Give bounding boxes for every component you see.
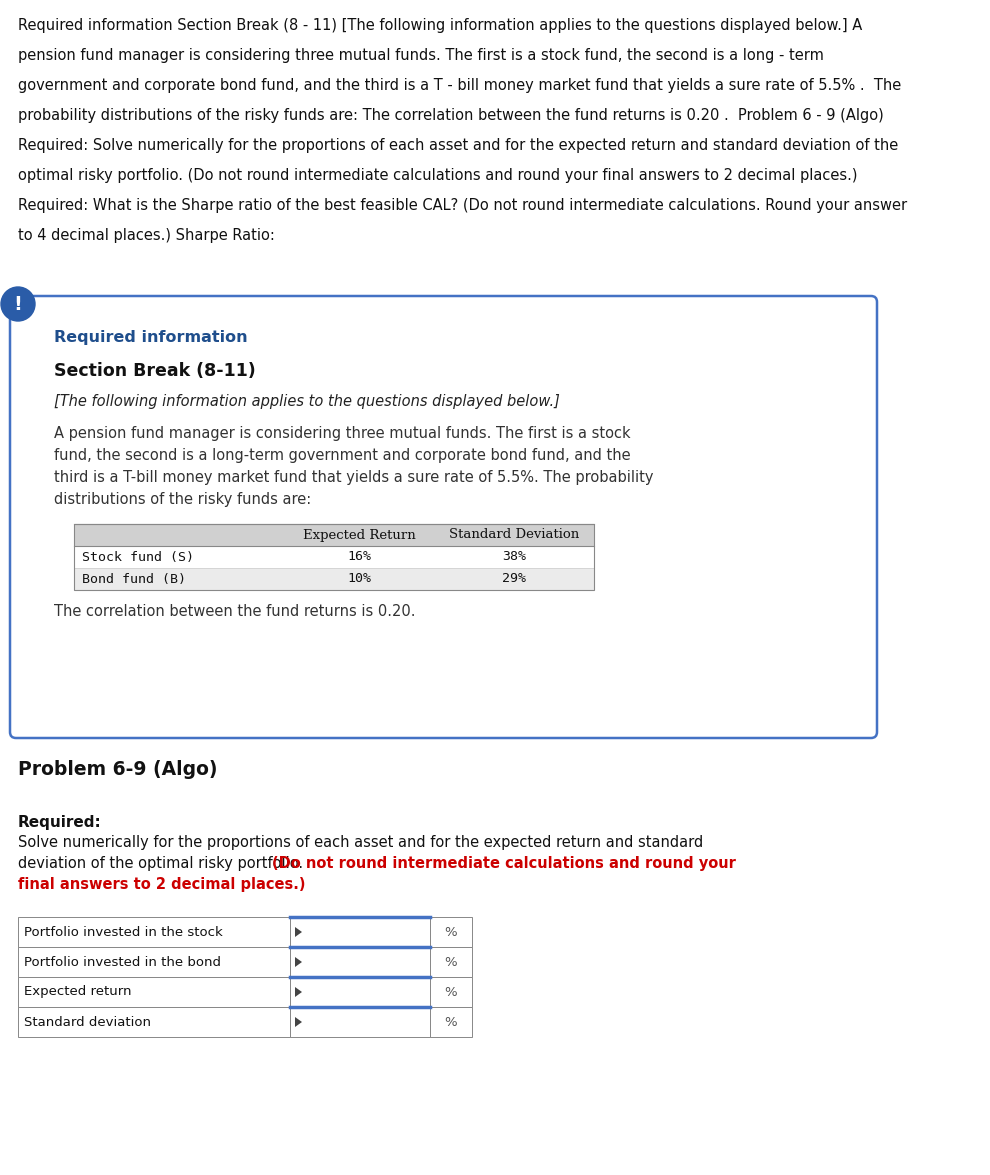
Text: deviation of the optimal risky portfolio.: deviation of the optimal risky portfolio… (18, 857, 308, 871)
Text: 38%: 38% (502, 551, 526, 564)
Text: The correlation between the fund returns is 0.20.: The correlation between the fund returns… (54, 604, 416, 619)
Polygon shape (295, 987, 302, 998)
Text: [The following information applies to the questions displayed below.]: [The following information applies to th… (54, 394, 560, 409)
Text: 10%: 10% (347, 572, 371, 585)
Text: probability distributions of the risky funds are: The correlation between the fu: probability distributions of the risky f… (18, 108, 884, 123)
Bar (74, 568, 594, 590)
Text: distributions of the risky funds are:: distributions of the risky funds are: (54, 492, 311, 506)
Bar (290, 916, 430, 947)
Bar (74, 546, 594, 568)
Text: Required: What is the Sharpe ratio of the best feasible CAL? (Do not round inter: Required: What is the Sharpe ratio of th… (18, 199, 907, 213)
Text: Section Break (8-11): Section Break (8-11) (54, 362, 255, 380)
Text: Portfolio invested in the bond: Portfolio invested in the bond (24, 955, 221, 968)
Polygon shape (295, 956, 302, 967)
Bar (18, 916, 290, 947)
Text: %: % (445, 926, 457, 939)
Polygon shape (295, 927, 302, 936)
Text: third is a T-bill money market fund that yields a sure rate of 5.5%. The probabi: third is a T-bill money market fund that… (54, 470, 653, 485)
Bar (290, 976, 430, 1007)
Bar (430, 1007, 472, 1038)
Text: fund, the second is a long-term government and corporate bond fund, and the: fund, the second is a long-term governme… (54, 448, 631, 463)
Text: Required information: Required information (54, 330, 248, 345)
Text: 16%: 16% (347, 551, 371, 564)
Text: Standard Deviation: Standard Deviation (448, 529, 579, 542)
Bar (290, 1007, 430, 1038)
Text: %: % (445, 955, 457, 968)
Bar (290, 947, 430, 976)
Text: Required information Section Break (8 - 11) [The following information applies t: Required information Section Break (8 - … (18, 18, 862, 33)
Text: Standard deviation: Standard deviation (24, 1015, 151, 1028)
Bar (18, 976, 290, 1007)
Bar (74, 524, 594, 590)
Text: Solve numerically for the proportions of each asset and for the expected return : Solve numerically for the proportions of… (18, 835, 703, 850)
Text: to 4 decimal places.) Sharpe Ratio:: to 4 decimal places.) Sharpe Ratio: (18, 228, 275, 243)
Text: Expected return: Expected return (24, 986, 132, 999)
Text: %: % (445, 986, 457, 999)
Text: Problem 6-9 (Algo): Problem 6-9 (Algo) (18, 760, 218, 779)
Bar (430, 916, 472, 947)
Text: Required:: Required: (18, 815, 102, 830)
Text: %: % (445, 1015, 457, 1028)
Bar (430, 947, 472, 976)
Text: final answers to 2 decimal places.): final answers to 2 decimal places.) (18, 877, 306, 892)
Bar (430, 976, 472, 1007)
Bar (74, 524, 594, 546)
Bar (18, 947, 290, 976)
Text: Required: Solve numerically for the proportions of each asset and for the expect: Required: Solve numerically for the prop… (18, 137, 898, 153)
Text: optimal risky portfolio. (Do not round intermediate calculations and round your : optimal risky portfolio. (Do not round i… (18, 168, 857, 183)
Text: 29%: 29% (502, 572, 526, 585)
Text: !: ! (14, 295, 23, 314)
Polygon shape (295, 1018, 302, 1027)
Text: government and corporate bond fund, and the third is a T - bill money market fun: government and corporate bond fund, and … (18, 78, 901, 93)
Text: pension fund manager is considering three mutual funds. The first is a stock fun: pension fund manager is considering thre… (18, 48, 824, 63)
Text: Bond fund (B): Bond fund (B) (82, 572, 186, 585)
Bar (18, 1007, 290, 1038)
Text: Expected Return: Expected Return (303, 529, 416, 542)
Text: A pension fund manager is considering three mutual funds. The first is a stock: A pension fund manager is considering th… (54, 427, 631, 441)
FancyBboxPatch shape (10, 296, 877, 738)
Text: Stock fund (S): Stock fund (S) (82, 551, 194, 564)
Circle shape (1, 287, 35, 321)
Text: Portfolio invested in the stock: Portfolio invested in the stock (24, 926, 223, 939)
Text: (Do not round intermediate calculations and round your: (Do not round intermediate calculations … (272, 857, 736, 871)
